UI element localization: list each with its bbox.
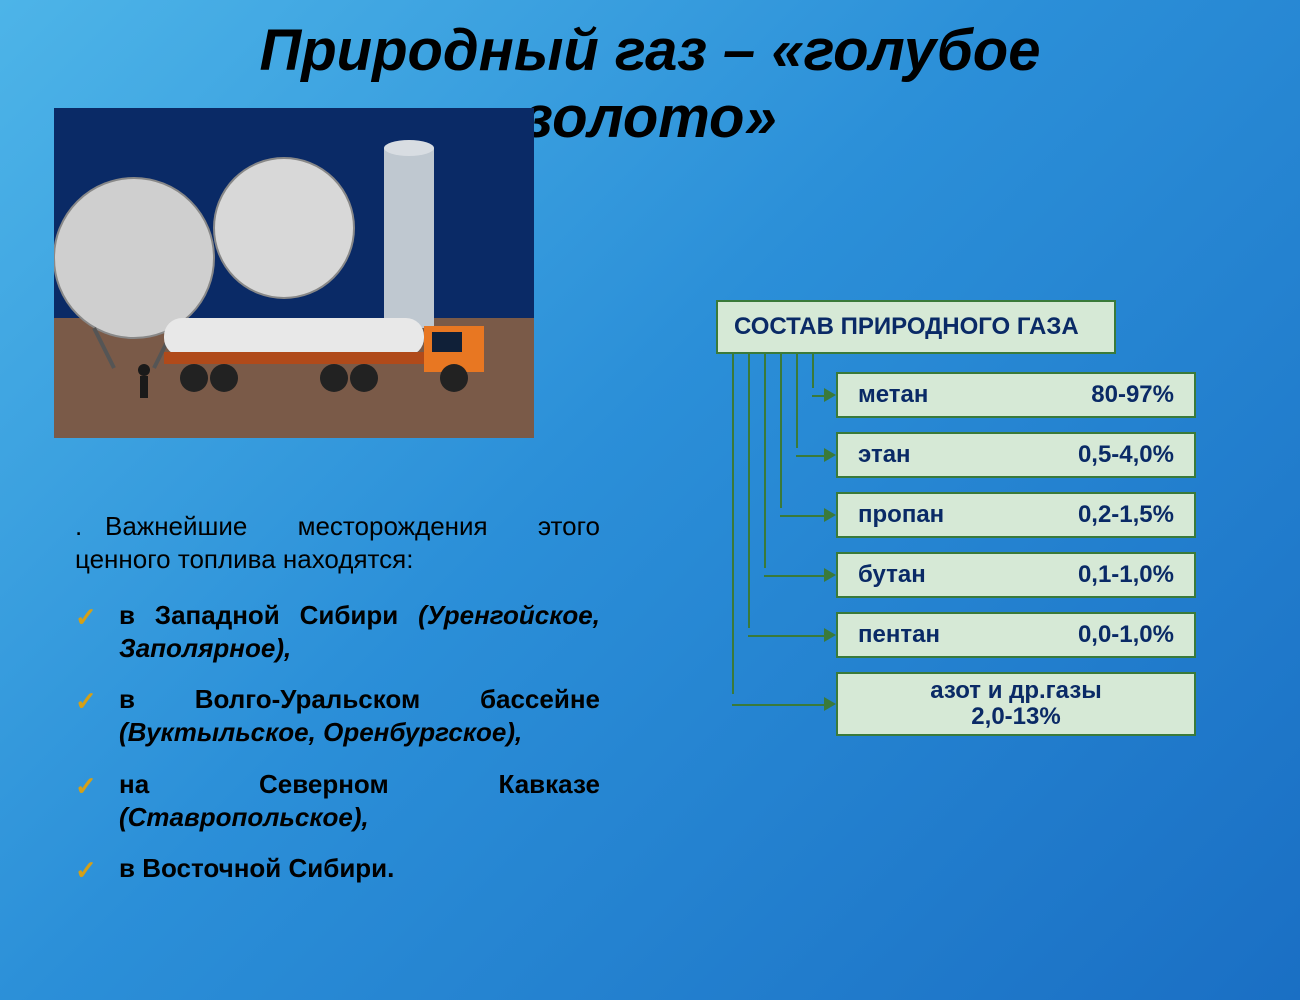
checkmark-icon: ✓ <box>75 770 97 803</box>
deposit-region: в Восточной Сибири. <box>119 853 394 883</box>
composition-row: бутан 0,1-1,0% <box>716 552 1236 598</box>
gas-name: бутан <box>858 561 926 589</box>
deposit-item: ✓ на Северном Кавказе (Ставропольское), <box>75 768 600 835</box>
industrial-photo-svg <box>54 108 534 438</box>
gas-name: азот и др.газы <box>930 678 1102 704</box>
gas-pct: 0,5-4,0% <box>1078 441 1174 469</box>
slide: Природный газ – «голубое золото» <box>0 0 1300 1000</box>
title-line-2: золото» <box>523 85 777 150</box>
gas-pct: 0,0-1,0% <box>1078 621 1174 649</box>
composition-box: этан 0,5-4,0% <box>836 432 1196 478</box>
intro-paragraph: .Важнейшие месторождения этого ценного т… <box>75 510 600 577</box>
gas-name: метан <box>858 381 928 409</box>
composition-box: пропан 0,2-1,5% <box>836 492 1196 538</box>
composition-box: пентан 0,0-1,0% <box>836 612 1196 658</box>
composition-row: азот и др.газы 2,0-13% <box>716 672 1236 736</box>
composition-row: пентан 0,0-1,0% <box>716 612 1236 658</box>
diagram-header: СОСТАВ ПРИРОДНОГО ГАЗА <box>716 300 1116 354</box>
composition-row: пропан 0,2-1,5% <box>716 492 1236 538</box>
gas-pct: 2,0-13% <box>971 704 1060 730</box>
deposit-item: ✓ в Волго-Уральском бассейне (Вуктыльско… <box>75 683 600 750</box>
composition-row: метан 80-97% <box>716 372 1236 418</box>
deposit-region: на Северном Кавказе <box>119 769 600 799</box>
gas-name: пропан <box>858 501 944 529</box>
deposits-list: ✓ в Западной Сибири (Уренгойское, Заполя… <box>75 599 600 886</box>
composition-row: этан 0,5-4,0% <box>716 432 1236 478</box>
industrial-photo <box>54 108 534 438</box>
deposit-detail: (Ставропольское), <box>119 802 369 832</box>
intro-text: Важнейшие месторождения этого ценного то… <box>75 511 600 574</box>
gas-pct: 0,2-1,5% <box>1078 501 1174 529</box>
gas-pct: 0,1-1,0% <box>1078 561 1174 589</box>
checkmark-icon: ✓ <box>75 685 97 718</box>
gas-name: пентан <box>858 621 940 649</box>
composition-box: бутан 0,1-1,0% <box>836 552 1196 598</box>
body-text: .Важнейшие месторождения этого ценного т… <box>75 510 600 903</box>
deposit-item: ✓ в Восточной Сибири. <box>75 852 600 885</box>
title-line-1: Природный газ – «голубое <box>260 18 1041 83</box>
gas-name: этан <box>858 441 911 469</box>
composition-diagram: СОСТАВ ПРИРОДНОГО ГАЗА метан 80-97% <box>716 300 1236 750</box>
composition-box: азот и др.газы 2,0-13% <box>836 672 1196 736</box>
composition-box: метан 80-97% <box>836 372 1196 418</box>
checkmark-icon: ✓ <box>75 601 97 634</box>
deposit-region: в Волго-Уральском бассейне <box>119 684 600 714</box>
deposit-detail: (Вуктыльское, Оренбургское), <box>119 717 522 747</box>
checkmark-icon: ✓ <box>75 854 97 887</box>
composition-items: метан 80-97% этан 0,5-4,0% пропан 0,2-1,… <box>716 372 1236 736</box>
gas-pct: 80-97% <box>1091 381 1174 409</box>
deposit-region: в Западной Сибири <box>119 600 398 630</box>
deposit-item: ✓ в Западной Сибири (Уренгойское, Заполя… <box>75 599 600 666</box>
